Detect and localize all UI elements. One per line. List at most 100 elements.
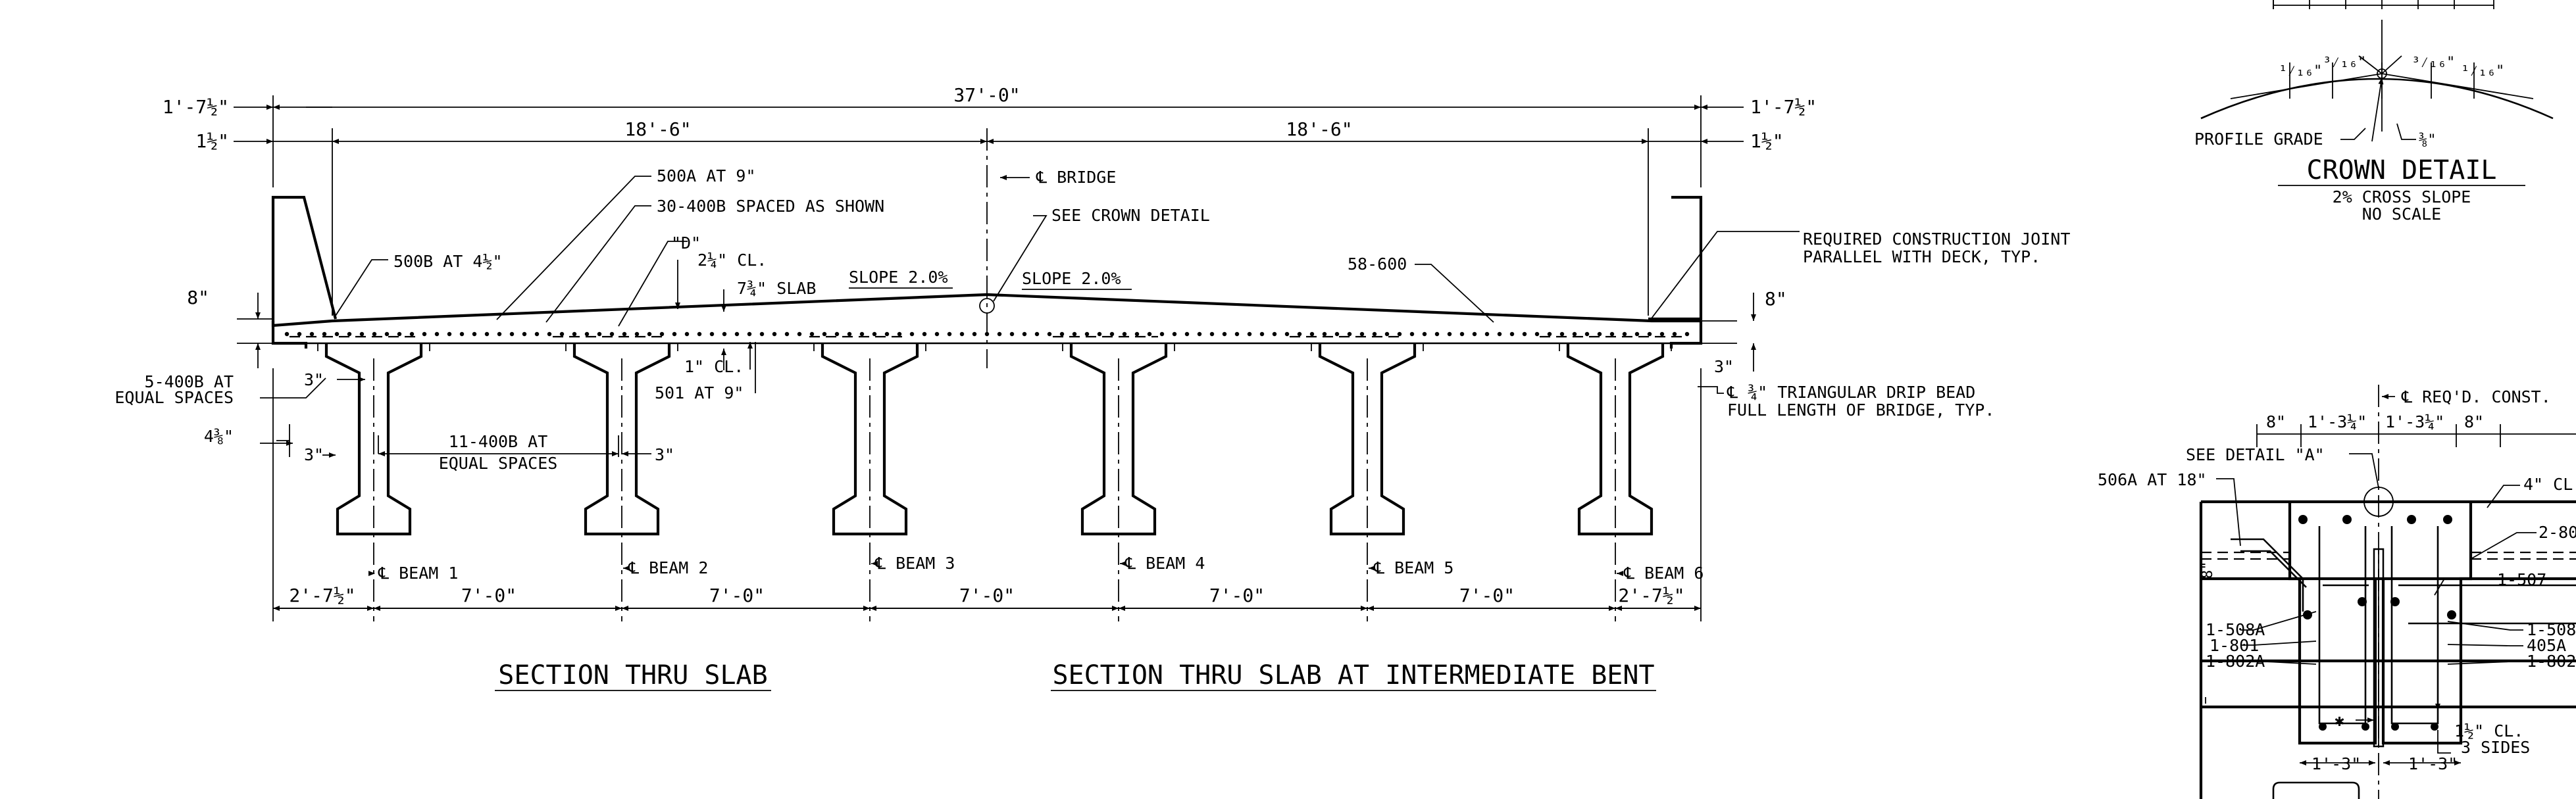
jd-d8-side: 8" bbox=[2200, 562, 2216, 579]
jd-1-508a: 1-508A bbox=[2206, 620, 2265, 639]
note-see-crown: SEE CROWN DETAIL bbox=[1051, 206, 1210, 225]
beam-label-2: ℄ BEAM 2 bbox=[628, 558, 708, 577]
note-cl-214: 2¼" CL. bbox=[697, 251, 767, 270]
leaders bbox=[260, 175, 1800, 454]
crown-dim-e: ⅜" bbox=[2419, 132, 2437, 149]
dim-spacing-3: 7'-0" bbox=[959, 585, 1015, 606]
jd-star: ✱ bbox=[2335, 711, 2344, 730]
note-501: 501 AT 9" bbox=[655, 383, 744, 402]
note-5-400b-1: 5-400B AT bbox=[145, 372, 234, 391]
beam-centerlines bbox=[273, 358, 1701, 621]
note-cl-1: 1" CL. bbox=[684, 357, 744, 376]
dim-half-right: 18'-6" bbox=[1286, 118, 1352, 140]
girder-haunch-2 bbox=[565, 343, 678, 351]
note-drip-1: ℄ ¾" TRIANGULAR DRIP BEAD bbox=[1727, 383, 1975, 402]
girder-haunch-4 bbox=[1062, 343, 1175, 351]
crown-dim-a: ¹⁄₁₆" bbox=[2279, 63, 2322, 80]
note-d-mark: "D" bbox=[671, 233, 701, 253]
jd-d8b: 8" bbox=[2464, 412, 2484, 431]
top-dimensions bbox=[234, 95, 1744, 316]
note-slope-right: SLOPE 2.0% bbox=[1022, 269, 1121, 288]
dim-overhang-right: 2'-7½" bbox=[1618, 585, 1684, 606]
dim-edge-3-mid: 3" bbox=[655, 445, 674, 464]
beam-label-6: ℄ BEAM 6 bbox=[1623, 564, 1704, 583]
dim-edge-3-bot: 3" bbox=[304, 445, 324, 464]
beam-label-1: ℄ BEAM 1 bbox=[378, 564, 458, 583]
jd-1-802a: 1-802A bbox=[2206, 652, 2265, 671]
note-joint-2: PARALLEL WITH DECK, TYP. bbox=[1803, 247, 2040, 266]
note-slab-734: 7¾" SLAB bbox=[737, 279, 816, 298]
jd-d1314b: 1'-3¼" bbox=[2385, 412, 2444, 431]
jd-1-507: 1-507 bbox=[2497, 570, 2546, 589]
crown-dim-c: ³⁄₁₆" bbox=[2412, 55, 2455, 71]
dim-rail-right-1: 1'-7½" bbox=[1750, 96, 1817, 118]
beam-label-3: ℄ BEAM 3 bbox=[874, 554, 955, 573]
jd-1-508b: 1-508B bbox=[2527, 620, 2576, 639]
girder-haunch-6 bbox=[1559, 343, 1672, 351]
joint-detail bbox=[2199, 385, 2576, 799]
title-section-slab: SECTION THRU SLAB bbox=[498, 660, 767, 690]
beam-label-5: ℄ BEAM 5 bbox=[1373, 558, 1453, 577]
dim-rail-left-2: 1½" bbox=[195, 130, 229, 152]
crown-dim-b: ³⁄₁₆" bbox=[2323, 55, 2366, 71]
slab-section bbox=[271, 128, 1703, 536]
crown-sub-2: NO SCALE bbox=[2362, 205, 2441, 224]
note-58-600: 58-600 bbox=[1348, 254, 1407, 274]
note-500b: 500B AT 4½" bbox=[393, 252, 503, 271]
jd-d13b: 1'-3" bbox=[2408, 754, 2458, 773]
title-section-bent: SECTION THRU SLAB AT INTERMEDIATE BENT bbox=[1052, 660, 1654, 690]
dim-spacing-1: 7'-0" bbox=[461, 585, 517, 606]
girder-haunch-1 bbox=[317, 343, 430, 351]
note-cl-bridge: ℄ BRIDGE bbox=[1036, 168, 1116, 187]
crown-profile-grade: PROFILE GRADE bbox=[2194, 130, 2323, 149]
dim-overhang-left: 2'-7½" bbox=[289, 585, 355, 606]
bottom-dimensions bbox=[272, 368, 1702, 621]
dim-spacing-4: 7'-0" bbox=[1209, 585, 1265, 606]
jd-1-801: 1-801 bbox=[2210, 636, 2259, 655]
dim-spacing-5: 7'-0" bbox=[1459, 585, 1515, 606]
jd-d8a: 8" bbox=[2266, 412, 2286, 431]
right-parapet bbox=[1648, 195, 1703, 321]
crown-sub-1: 2% CROSS SLOPE bbox=[2333, 187, 2471, 206]
jd-405a: 405A bbox=[2527, 636, 2566, 655]
jd-3-sides: 3 SIDES bbox=[2461, 738, 2530, 757]
note-30-400b: 30-400B SPACED AS SHOWN bbox=[657, 197, 884, 216]
jd-see-detail-a: SEE DETAIL "A" bbox=[2186, 445, 2325, 464]
dim-depth-left: 8" bbox=[187, 287, 209, 308]
depth-dimensions bbox=[237, 293, 1756, 372]
dim-edge-3-right: 3" bbox=[1714, 357, 1734, 376]
crown-dim-d: ¹⁄₁₆" bbox=[2461, 63, 2504, 80]
jd-506a: 506A AT 18" bbox=[2098, 470, 2207, 489]
dim-rail-right-2: 1½" bbox=[1750, 130, 1784, 152]
jd-d13a: 1'-3" bbox=[2311, 754, 2361, 773]
left-parapet bbox=[271, 195, 338, 320]
beam-label-4: ℄ BEAM 4 bbox=[1124, 554, 1205, 573]
note-11-400b-2: EQUAL SPACES bbox=[439, 454, 558, 473]
note-drip-2: FULL LENGTH OF BRIDGE, TYP. bbox=[1727, 400, 1994, 420]
jd-2-800: 2-800 bbox=[2538, 523, 2576, 542]
jd-1-802b: 1-802B bbox=[2527, 652, 2576, 671]
jd-cl-4: 4" CL. bbox=[2523, 475, 2576, 494]
note-slope-left: SLOPE 2.0% bbox=[849, 268, 948, 287]
jd-d1314a: 1'-3¼" bbox=[2308, 412, 2367, 431]
dim-overall: 37'-0" bbox=[953, 84, 1020, 106]
note-5-400b-2: EQUAL SPACES bbox=[114, 388, 234, 407]
dim-depth-right: 8" bbox=[1765, 288, 1787, 310]
jd-cl-112: 1½" CL. bbox=[2454, 721, 2523, 740]
note-500a: 500A AT 9" bbox=[657, 166, 756, 185]
jd-req-const: ℄ REQ'D. CONST. bbox=[2401, 387, 2551, 406]
rebar-dots bbox=[284, 331, 1690, 337]
crown-point-circle bbox=[979, 298, 995, 314]
dim-half-left: 18'-6" bbox=[624, 118, 691, 140]
crown-detail bbox=[2200, 0, 2554, 142]
girder-haunch-5 bbox=[1311, 343, 1424, 351]
note-11-400b-1: 11-400B AT bbox=[449, 432, 548, 451]
dim-spacing-2: 7'-0" bbox=[709, 585, 765, 606]
dim-rail-left-1: 1'-7½" bbox=[163, 96, 229, 118]
crown-title: CROWN DETAIL bbox=[2307, 155, 2497, 185]
edge-dimensions bbox=[276, 377, 651, 458]
girder-haunch-3 bbox=[813, 343, 926, 351]
dim-edge-3-left: 3" bbox=[304, 370, 324, 389]
note-joint-1: REQUIRED CONSTRUCTION JOINT bbox=[1803, 230, 2070, 249]
